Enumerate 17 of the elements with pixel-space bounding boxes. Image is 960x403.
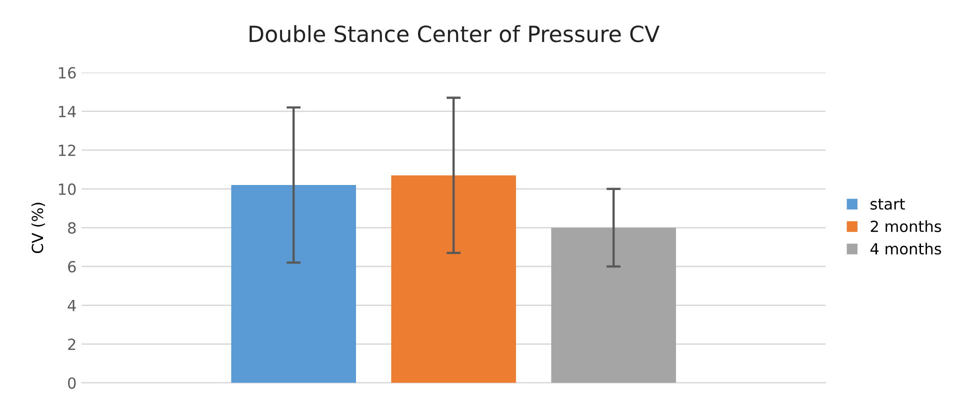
y-tick-label: 8	[68, 222, 76, 234]
y-tick-label: 10	[58, 183, 76, 195]
y-tick-label: 4	[68, 300, 76, 312]
y-axis-title: CV (%)	[31, 202, 46, 254]
y-tick-label: 6	[68, 260, 76, 273]
chart-title: Double Stance Center of Pressure CV	[250, 25, 660, 42]
legend-label: 4 months	[870, 242, 942, 255]
legend-label: start	[870, 198, 905, 210]
y-tick-label: 2	[68, 338, 76, 350]
y-tick-label: 14	[58, 106, 76, 118]
bar	[551, 228, 676, 383]
y-tick-label: 12	[58, 144, 76, 156]
legend-label: 2 months	[870, 220, 942, 232]
bar	[231, 185, 356, 383]
y-tick-label: 0	[68, 377, 76, 389]
y-tick-label: 16	[58, 67, 76, 79]
bar	[391, 175, 516, 383]
